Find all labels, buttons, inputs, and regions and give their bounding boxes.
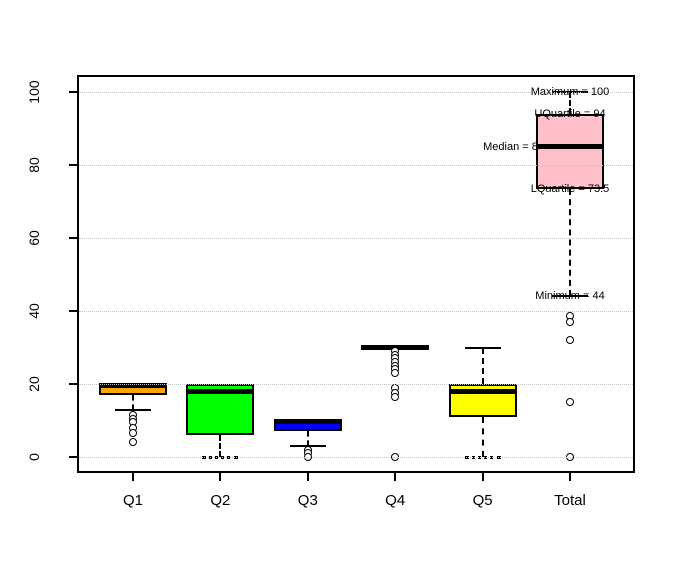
x-tick-label-q1: Q1 [122, 492, 143, 509]
median-line-q5 [448, 388, 517, 394]
annotation-lquartile: LQuartile = 73.5 [530, 182, 610, 195]
y-tick-label-100: 100 [26, 80, 42, 104]
x-tick-label-total: Total [554, 492, 586, 509]
annotation-uquartile: UQuartile = 94 [534, 107, 606, 120]
x-tick-total [569, 473, 571, 481]
x-tick-q1 [132, 473, 134, 481]
x-tick-label-q3: Q3 [297, 492, 318, 509]
annotation-maximum: Maximum = 100 [530, 86, 610, 98]
annotation-median: Median = 85 [483, 140, 544, 153]
whisker-cap-low-total [552, 295, 588, 298]
gridline-40 [79, 311, 633, 312]
whisker-low-total [569, 188, 571, 297]
median-line-q2 [186, 388, 255, 394]
y-tick-label-60: 60 [26, 230, 42, 246]
x-tick-q4 [394, 473, 397, 481]
x-tick-label-q4: Q4 [385, 492, 406, 509]
x-tick-label-q2: Q2 [210, 492, 231, 509]
whisker-low-q1 [132, 394, 134, 410]
gridline-100 [79, 92, 633, 93]
whisker-high-total [569, 92, 571, 114]
whisker-low-q2 [219, 435, 222, 457]
median-line-q3 [273, 418, 342, 424]
y-tick-60 [69, 237, 77, 239]
plot-area: Maximum = 100 UQuartile = 94 Median = 85 LQ… [77, 75, 635, 473]
outlier-total [566, 317, 574, 326]
gridline-60 [79, 238, 633, 239]
box-total [536, 113, 604, 189]
x-tick-label-q5: Q5 [472, 492, 493, 509]
whisker-low-q3 [306, 431, 309, 447]
outlier-q1 [129, 429, 137, 438]
y-tick-20 [69, 383, 77, 385]
outlier-total [566, 336, 574, 345]
x-tick-q3 [306, 473, 309, 481]
median-line-q1 [99, 383, 167, 389]
y-tick-40 [69, 310, 77, 312]
outlier-q1 [129, 438, 137, 447]
whisker-cap-low-q1 [115, 408, 151, 411]
gridline-80 [79, 165, 633, 166]
y-tick-0 [69, 456, 77, 458]
y-tick-label-0: 0 [26, 453, 42, 461]
x-tick-q2 [219, 473, 222, 481]
whisker-low-q5 [481, 416, 484, 457]
outlier-total [566, 398, 574, 407]
x-tick-q5 [481, 473, 484, 481]
whisker-cap-high-q5 [464, 346, 501, 349]
y-tick-label-20: 20 [26, 376, 42, 392]
median-line-total [536, 144, 604, 150]
outlier-q4 [391, 392, 400, 401]
whisker-high-q5 [481, 347, 484, 384]
y-tick-80 [69, 164, 77, 166]
y-tick-100 [69, 91, 77, 93]
outlier-q4 [391, 369, 400, 378]
annotation-minimum: Minimum = 44 [535, 290, 605, 303]
gridline-20 [79, 384, 633, 385]
y-tick-label-80: 80 [26, 157, 42, 173]
y-tick-label-40: 40 [26, 303, 42, 319]
gridline-0 [79, 457, 633, 458]
